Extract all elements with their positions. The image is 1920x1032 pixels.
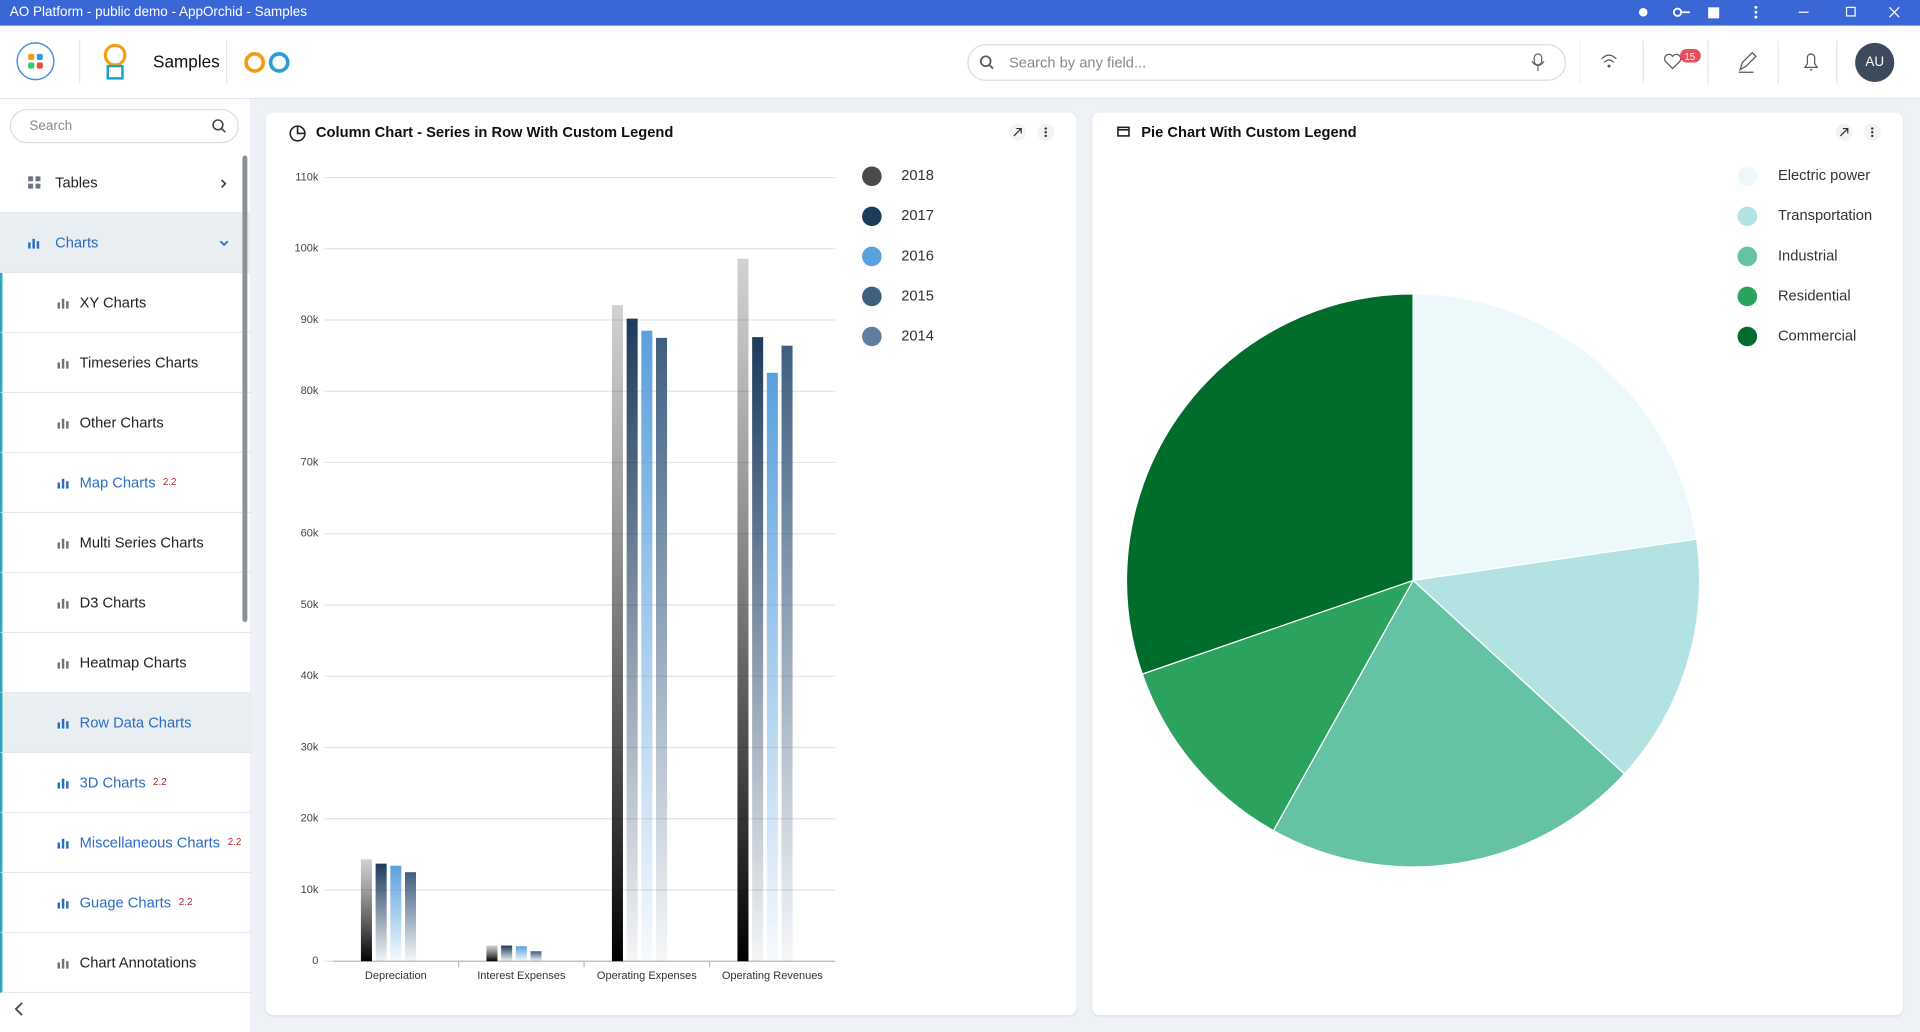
- nav-label: Guage Charts: [79, 893, 172, 912]
- nav-icon: [57, 538, 69, 549]
- nav-label: 3D Charts: [79, 773, 146, 792]
- nav-label: D3 Charts: [79, 593, 146, 612]
- scrollbar: [242, 155, 248, 623]
- nav-item[interactable]: Map Charts 2.2: [0, 453, 253, 514]
- nav-label: Multi Series Charts: [79, 533, 204, 552]
- nav-item[interactable]: D3 Charts: [0, 573, 253, 634]
- nav-chevron: [219, 240, 229, 247]
- nav-badge: 2.2: [162, 476, 177, 488]
- nav-item[interactable]: Heatmap Charts: [0, 633, 253, 694]
- title-bar: AO Platform - public demo - AppOrchid - …: [0, 0, 1920, 26]
- nav-item[interactable]: Other Charts: [0, 393, 253, 454]
- nav-item[interactable]: Row Data Charts: [0, 693, 253, 754]
- nav-label: Other Charts: [79, 413, 164, 432]
- app-header: Samples Search by any field... 15 AU: [0, 25, 1920, 100]
- nav-item[interactable]: Timeseries Charts: [0, 333, 253, 394]
- chart-icon: [289, 125, 306, 142]
- nav-icon: [57, 358, 69, 369]
- nav-item[interactable]: Guage Charts 2.2: [0, 873, 253, 934]
- nav-label: Tables: [55, 173, 98, 192]
- nav-icon: [57, 898, 69, 909]
- avatar[interactable]: [1855, 42, 1895, 83]
- chart-title: Column Chart - Series in Row With Custom…: [315, 123, 674, 141]
- nav-icon: [57, 838, 69, 849]
- column-chart-card: Column Chart - Series in Row With Custom…: [265, 112, 1077, 1016]
- logos: [16, 40, 290, 84]
- nav-icon: [57, 958, 69, 969]
- nav-chevron: [221, 179, 227, 188]
- nav-label: Row Data Charts: [79, 713, 192, 732]
- nav-icon: [28, 238, 40, 249]
- nav-label: Map Charts: [79, 473, 156, 492]
- nav-label: Timeseries Charts: [79, 353, 199, 372]
- window-controls: [1638, 5, 1900, 19]
- nav-label: Chart Annotations: [79, 953, 197, 972]
- nav-label: Charts: [55, 233, 99, 252]
- nav-item[interactable]: Multi Series Charts: [0, 513, 253, 574]
- chart-title: Pie Chart With Custom Legend: [1141, 123, 1357, 141]
- nav-item[interactable]: Miscellaneous Charts 2.2: [0, 813, 253, 874]
- nav-label: Miscellaneous Charts: [79, 833, 221, 852]
- nav-label: Heatmap Charts: [79, 653, 187, 672]
- nav-icon: [57, 478, 69, 489]
- sidebar-search[interactable]: Search: [9, 108, 239, 144]
- header-actions: [1579, 40, 1895, 84]
- nav-list: Tables Charts XY Charts Timeseries Charts Ot…: [0, 153, 253, 998]
- window-title: AO Platform - public demo - AppOrchid - …: [9, 4, 308, 20]
- sidebar: Search Tables Charts XY Charts Timeseries C…: [0, 99, 253, 1032]
- nav-icon: [57, 298, 69, 309]
- nav-icon: [57, 418, 69, 429]
- chart-icon: [1117, 126, 1130, 137]
- mic-icon[interactable]: [1531, 53, 1546, 73]
- favorites-icon[interactable]: [1664, 53, 1682, 70]
- nav-item[interactable]: Chart Annotations: [0, 933, 253, 994]
- search-placeholder: Search by any field...: [1008, 53, 1147, 72]
- nav-icon: [57, 778, 69, 789]
- nav-icon: [57, 718, 69, 729]
- nav-badge: 2.2: [227, 836, 242, 848]
- nav-item[interactable]: Charts: [0, 213, 250, 274]
- card-actions[interactable]: [1005, 122, 1061, 142]
- collapse-sidebar[interactable]: [10, 999, 30, 1019]
- nav-item[interactable]: 3D Charts 2.2: [0, 753, 253, 814]
- card-actions[interactable]: [1832, 122, 1888, 142]
- user-initials: AU: [1865, 55, 1885, 70]
- app-name: Samples: [153, 51, 220, 72]
- search-icon: [212, 119, 226, 133]
- pie-chart-card: Pie Chart With Custom Legend: [1092, 112, 1903, 1016]
- nav-item[interactable]: Tables: [0, 153, 250, 214]
- nav-badge: 2.2: [153, 776, 167, 788]
- nav-badge: 2.2: [178, 896, 193, 908]
- nav-icon: [57, 598, 69, 609]
- nav-label: XY Charts: [79, 293, 147, 312]
- global-search[interactable]: Search by any field...: [967, 44, 1567, 81]
- nav-item[interactable]: XY Charts: [0, 273, 253, 334]
- favorites-count: 15: [1684, 51, 1696, 63]
- sidebar-search-placeholder: Search: [29, 118, 73, 134]
- nav-icon: [28, 176, 41, 189]
- search-icon: [979, 55, 994, 70]
- nav-icon: [57, 658, 69, 669]
